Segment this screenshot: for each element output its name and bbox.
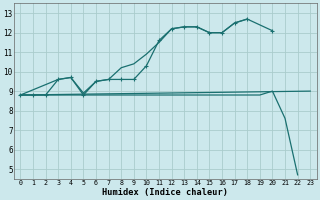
X-axis label: Humidex (Indice chaleur): Humidex (Indice chaleur) <box>102 188 228 197</box>
